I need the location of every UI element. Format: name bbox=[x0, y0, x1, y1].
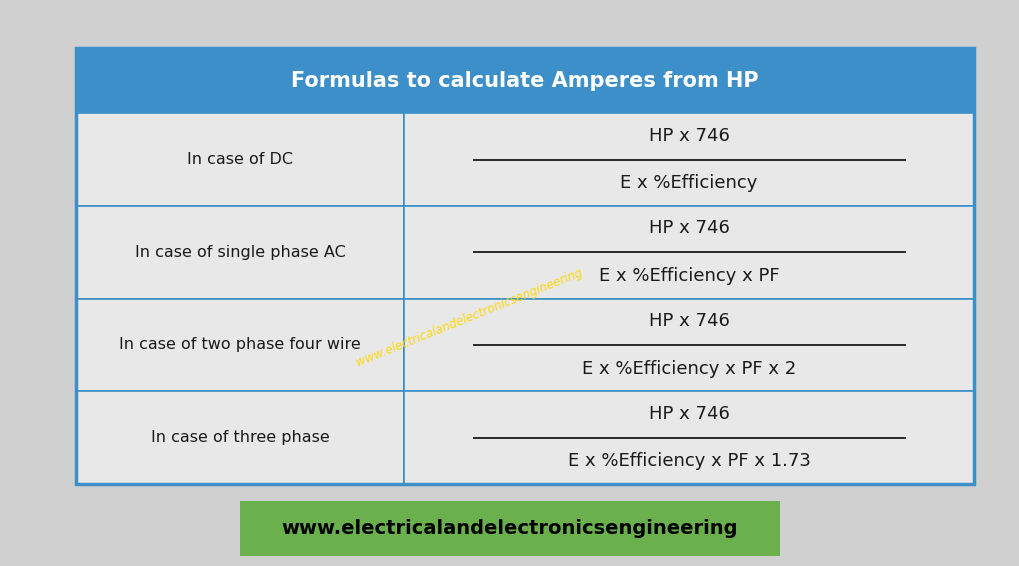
Text: E x %Efficiency x PF x 2: E x %Efficiency x PF x 2 bbox=[582, 359, 796, 378]
Text: HP x 746: HP x 746 bbox=[648, 312, 729, 330]
Text: E x %Efficiency x PF x 1.73: E x %Efficiency x PF x 1.73 bbox=[568, 452, 810, 470]
FancyBboxPatch shape bbox=[76, 206, 404, 299]
Text: www.electricalandelectronicsengineering: www.electricalandelectronicsengineering bbox=[281, 519, 738, 538]
Text: Formulas to calculate Amperes from HP: Formulas to calculate Amperes from HP bbox=[291, 71, 758, 91]
Text: E x %Efficiency x PF: E x %Efficiency x PF bbox=[598, 267, 779, 285]
Text: In case of three phase: In case of three phase bbox=[151, 430, 329, 445]
FancyBboxPatch shape bbox=[404, 113, 973, 206]
FancyBboxPatch shape bbox=[76, 48, 973, 113]
Text: In case of two phase four wire: In case of two phase four wire bbox=[119, 337, 361, 353]
FancyBboxPatch shape bbox=[404, 299, 973, 391]
Text: HP x 746: HP x 746 bbox=[648, 220, 729, 238]
FancyBboxPatch shape bbox=[239, 501, 780, 556]
Text: HP x 746: HP x 746 bbox=[648, 127, 729, 145]
FancyBboxPatch shape bbox=[76, 113, 404, 206]
Text: E x %Efficiency: E x %Efficiency bbox=[620, 174, 757, 192]
Text: HP x 746: HP x 746 bbox=[648, 405, 729, 423]
Text: In case of single phase AC: In case of single phase AC bbox=[135, 245, 345, 260]
FancyBboxPatch shape bbox=[76, 391, 404, 484]
Text: In case of DC: In case of DC bbox=[187, 152, 293, 167]
Text: www.electricalandelectronicsengineering: www.electricalandelectronicsengineering bbox=[354, 265, 584, 368]
FancyBboxPatch shape bbox=[76, 299, 404, 391]
FancyBboxPatch shape bbox=[404, 391, 973, 484]
FancyBboxPatch shape bbox=[404, 206, 973, 299]
